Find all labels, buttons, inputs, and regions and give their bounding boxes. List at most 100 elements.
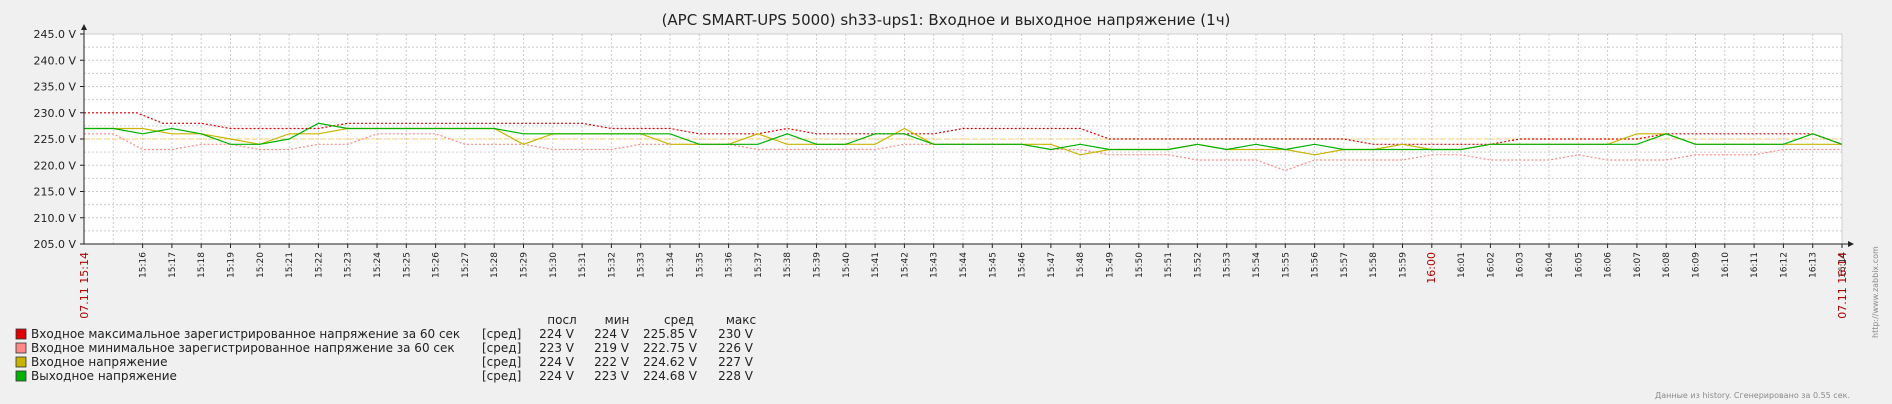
x-tick-label: 15:28 xyxy=(490,252,500,278)
x-tick-label: 15:38 xyxy=(783,252,793,278)
legend-value-min: 223 V xyxy=(594,369,630,383)
x-tick-label: 15:57 xyxy=(1340,252,1350,278)
legend-value-last: 223 V xyxy=(539,341,575,355)
x-tick-label: 15:55 xyxy=(1281,252,1291,278)
x-tick-label: 15:44 xyxy=(959,252,969,278)
chart-title: (APC SMART-UPS 5000) sh33-ups1: Входное … xyxy=(662,11,1231,29)
x-tick-label: 15:49 xyxy=(1106,252,1116,278)
series-layer xyxy=(84,112,1843,172)
x-tick-label: 15:37 xyxy=(754,252,764,278)
legend-value-last: 224 V xyxy=(539,327,575,341)
x-tick-label: 15:51 xyxy=(1164,252,1174,278)
legend-value-max: 228 V xyxy=(718,369,754,383)
legend-value-avg: 225.85 V xyxy=(643,327,698,341)
legend-header-max: макс xyxy=(726,313,756,327)
x-tick-label: 15:41 xyxy=(871,252,881,278)
legend-value-min: 219 V xyxy=(594,341,630,355)
x-tick-label: 16:13 xyxy=(1809,252,1819,278)
x-tick-label: 15:46 xyxy=(1018,252,1028,278)
legend-series-name-4: Выходное напряжение xyxy=(31,369,177,383)
legend-header-min: мин xyxy=(605,313,630,327)
x-tick-label: 16:12 xyxy=(1779,252,1789,278)
x-tick-label: 16:01 xyxy=(1457,252,1467,278)
y-tick-label: 245.0 V xyxy=(33,28,76,41)
legend-swatch-3 xyxy=(15,356,27,368)
x-tick-label: 15:39 xyxy=(813,252,823,278)
x-axis-arrow xyxy=(1848,241,1854,247)
x-tick-label: 15:24 xyxy=(373,252,383,278)
y-tick-label: 225.0 V xyxy=(33,133,76,146)
legend-agg-1: [сред] xyxy=(482,327,521,341)
x-tick-label: 15:25 xyxy=(402,252,412,278)
x-tick-label: 15:53 xyxy=(1223,252,1233,278)
legend-value-min: 224 V xyxy=(594,327,630,341)
legend-swatch-2 xyxy=(15,342,27,354)
legend: посл мин сред макс Входное максимальное заре… xyxy=(15,313,756,383)
legend-value-avg: 222.75 V xyxy=(643,341,698,355)
legend-header-avg: сред xyxy=(664,313,694,327)
x-tick-label: 15:20 xyxy=(256,252,266,278)
x-tick-label: 16:07 xyxy=(1633,252,1643,278)
x-tick-label: 15:26 xyxy=(432,252,442,278)
x-tick-label: 16:08 xyxy=(1662,252,1672,278)
y-axis-arrow xyxy=(81,24,87,30)
x-tick-label: 15:35 xyxy=(695,252,705,278)
y-tick-label: 220.0 V xyxy=(33,159,76,172)
y-tick-label: 215.0 V xyxy=(33,186,76,199)
legend-series-name-3: Входное напряжение xyxy=(31,355,167,369)
x-tick-label: 16:14 xyxy=(1838,252,1848,278)
legend-agg-3: [сред] xyxy=(482,355,521,369)
y-axis-ticks: 245.0 V 240.0 V 235.0 V 230.0 V 225.0 V 220.0… xyxy=(33,28,84,251)
axes xyxy=(81,24,1854,247)
x-tick-label: 15:58 xyxy=(1369,252,1379,278)
legend-header-last: посл xyxy=(547,313,576,327)
legend-value-avg: 224.62 V xyxy=(643,355,698,369)
x-tick-label: 16:11 xyxy=(1750,252,1760,278)
y-tick-label: 240.0 V xyxy=(33,54,76,67)
x-start-label: 07.11 15:14 xyxy=(78,252,91,319)
series-line-1 xyxy=(84,112,1843,145)
x-tick-label: 15:22 xyxy=(314,252,324,278)
x-tick-label: 15:54 xyxy=(1252,252,1262,278)
x-tick-label: 15:17 xyxy=(168,252,178,278)
x-tick-label: 16:00 xyxy=(1425,252,1438,284)
x-tick-label: 15:27 xyxy=(461,252,471,278)
legend-value-last: 224 V xyxy=(539,369,575,383)
x-tick-label: 16:06 xyxy=(1604,252,1614,278)
x-tick-label: 15:31 xyxy=(578,252,588,278)
x-tick-label: 16:02 xyxy=(1486,252,1496,278)
x-tick-label: 15:36 xyxy=(725,252,735,278)
x-tick-label: 15:43 xyxy=(930,252,940,278)
x-tick-label: 15:21 xyxy=(285,252,295,278)
watermark: http://www.zabbix.com xyxy=(1871,246,1880,338)
x-tick-label: 15:50 xyxy=(1135,252,1145,278)
x-tick-label: 15:34 xyxy=(666,252,676,278)
x-tick-label: 15:47 xyxy=(1047,252,1057,278)
x-axis-ticks: 15:16 15:17 15:18 15:19 15:20 15:21 15:22 15:23… xyxy=(78,244,1849,319)
x-tick-label: 15:45 xyxy=(988,252,998,278)
x-tick-label: 15:40 xyxy=(842,252,852,278)
x-end-label: 07.11 16:14 xyxy=(1836,252,1849,319)
x-tick-label: 16:05 xyxy=(1574,252,1584,278)
y-tick-label: 230.0 V xyxy=(33,107,76,120)
legend-agg-2: [сред] xyxy=(482,341,521,355)
x-tick-label: 16:10 xyxy=(1721,252,1731,278)
y-tick-label: 235.0 V xyxy=(33,81,76,94)
legend-value-last: 224 V xyxy=(539,355,575,369)
x-tick-label: 15:56 xyxy=(1311,252,1321,278)
footer-note: Данные из history. Сгенерировано за 0.55… xyxy=(1655,391,1850,400)
legend-value-max: 226 V xyxy=(718,341,754,355)
x-tick-label: 16:04 xyxy=(1545,252,1555,278)
x-tick-label: 15:33 xyxy=(637,252,647,278)
x-tick-label: 15:16 xyxy=(139,252,149,278)
x-tick-label: 15:42 xyxy=(900,252,910,278)
x-tick-label: 16:03 xyxy=(1516,252,1526,278)
x-tick-label: 15:48 xyxy=(1076,252,1086,278)
legend-value-min: 222 V xyxy=(594,355,630,369)
x-tick-label: 15:23 xyxy=(344,252,354,278)
y-tick-label: 205.0 V xyxy=(33,238,76,251)
legend-swatch-1 xyxy=(15,328,27,340)
legend-series-name-2: Входное минимальное зарегистрированное н… xyxy=(31,341,455,355)
